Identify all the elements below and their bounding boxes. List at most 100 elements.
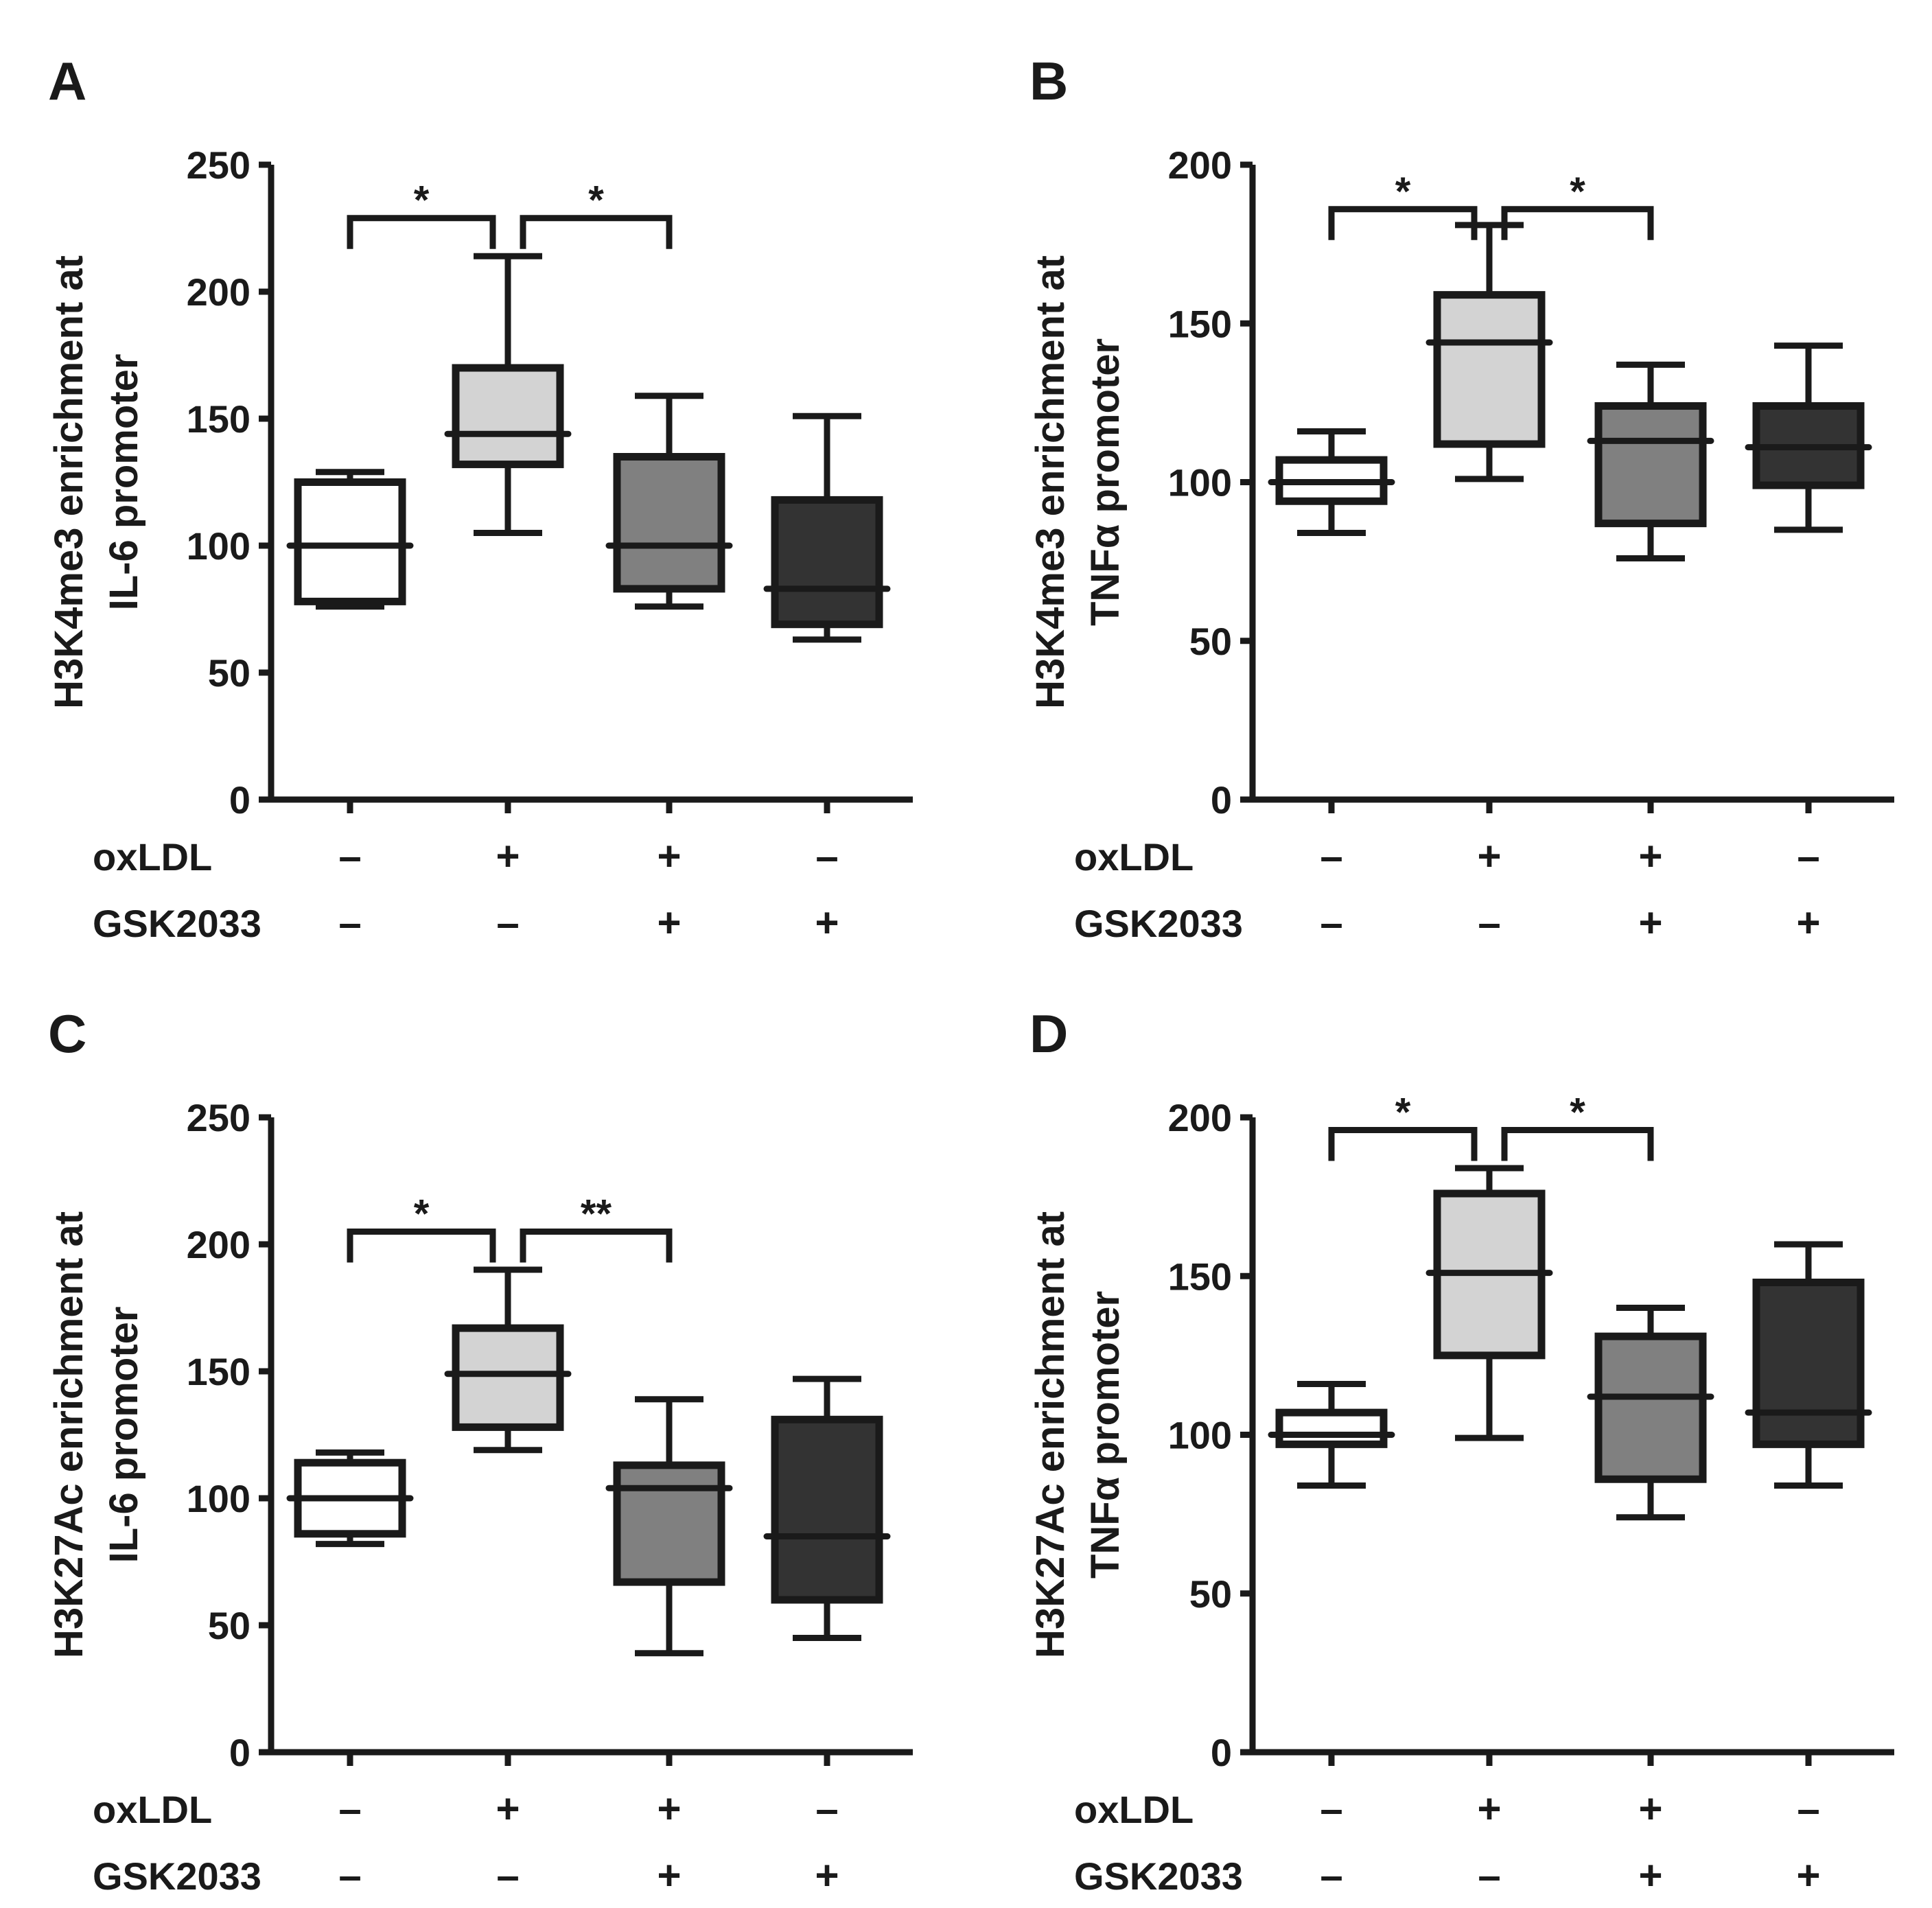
- y-tick-label: 50: [1189, 620, 1232, 663]
- factor-value: –: [815, 833, 838, 879]
- y-tick-label: 50: [208, 1604, 251, 1647]
- significance-label: *: [1395, 170, 1411, 214]
- factor-value: +: [815, 900, 839, 946]
- significance-bracket: [1328, 206, 1478, 240]
- y-tick-label: 100: [187, 1477, 251, 1520]
- y-tick-label: 0: [1211, 1731, 1232, 1774]
- box-iqr: [613, 453, 725, 593]
- y-axis-label-line: TNFα promoter: [1083, 1291, 1128, 1579]
- factor-value: +: [657, 1786, 681, 1832]
- factor-value: +: [1477, 833, 1501, 879]
- factor-value: +: [496, 833, 520, 879]
- significance-label: *: [588, 178, 604, 223]
- significance-label: **: [581, 1192, 612, 1237]
- box-iqr: [771, 496, 883, 629]
- factor-label-gsk2033: GSK2033: [1074, 1854, 1243, 1898]
- y-axis-label-line: H3K27Ac enrichment at: [47, 1211, 91, 1658]
- factor-value: –: [1320, 833, 1342, 879]
- y-axis-label-line: IL-6 promoter: [102, 354, 146, 611]
- factor-value: +: [815, 1852, 839, 1898]
- box-plot-group-2: [1425, 1165, 1553, 1441]
- significance-label: *: [1570, 170, 1585, 214]
- significance-bracket: [520, 1229, 673, 1263]
- y-tick-label: 250: [187, 143, 251, 187]
- factor-value: –: [338, 1786, 361, 1832]
- significance-bracket: [1328, 1127, 1478, 1161]
- factor-label-gsk2033: GSK2033: [1074, 902, 1243, 945]
- factor-value: –: [1320, 1786, 1342, 1832]
- box-plot-group-3: [1587, 361, 1714, 561]
- box-plot-group-4: [763, 1375, 891, 1641]
- factor-value: –: [815, 1786, 838, 1832]
- box-plot-group-4: [1745, 1241, 1872, 1489]
- factor-value: +: [496, 1786, 520, 1832]
- factor-label-gsk2033: GSK2033: [93, 902, 261, 945]
- factor-value: +: [1638, 900, 1662, 946]
- significance-bracket: [347, 1229, 496, 1263]
- box-iqr: [1594, 1332, 1707, 1483]
- factor-label-gsk2033: GSK2033: [93, 1854, 261, 1898]
- y-tick-label: 150: [187, 397, 251, 441]
- factor-value: +: [1477, 1786, 1501, 1832]
- y-tick-label: 150: [1168, 302, 1232, 345]
- significance-bracket: [1501, 206, 1654, 240]
- y-tick-label: 50: [208, 651, 251, 695]
- significance-label: *: [414, 1192, 430, 1237]
- y-tick-label: 200: [1168, 143, 1232, 187]
- factor-value: –: [1797, 1786, 1819, 1832]
- y-tick-label: 200: [1168, 1096, 1232, 1139]
- box-plot-group-1: [286, 469, 414, 610]
- box-plot-group-2: [1425, 222, 1553, 482]
- box-iqr: [1752, 1279, 1865, 1448]
- panel-a: A H3K4me3 enrichment at IL-6 promoter 0 50 10…: [47, 51, 913, 946]
- y-axis-label-line: H3K27Ac enrichment at: [1028, 1211, 1073, 1658]
- box-plot-group-1: [1268, 1381, 1395, 1489]
- y-tick-label: 250: [187, 1096, 251, 1139]
- y-tick-label: 0: [229, 1731, 251, 1774]
- panel-b: B H3K4me3 enrichment at TNFα promoter 0 50 10…: [1028, 51, 1894, 946]
- factor-value: –: [338, 900, 361, 946]
- y-tick-label: 200: [187, 270, 251, 314]
- significance-label: *: [414, 178, 430, 223]
- y-tick-label: 50: [1189, 1572, 1232, 1616]
- box-plot-group-3: [1587, 1305, 1714, 1521]
- box-iqr: [613, 1461, 725, 1586]
- box-plot-group-3: [605, 393, 733, 610]
- y-tick-label: 100: [1168, 461, 1232, 504]
- factor-value: –: [338, 1852, 361, 1898]
- significance-label: *: [1570, 1091, 1585, 1135]
- factor-value: –: [1797, 833, 1819, 879]
- factor-value: +: [1796, 900, 1820, 946]
- box-iqr: [771, 1415, 883, 1604]
- factor-label-oxldl: oxLDL: [93, 1788, 212, 1831]
- y-axis-label-line: H3K4me3 enrichment at: [47, 255, 91, 709]
- factor-value: +: [1638, 1852, 1662, 1898]
- factor-value: –: [1478, 1852, 1500, 1898]
- y-tick-label: 0: [229, 778, 251, 822]
- y-tick-label: 100: [1168, 1414, 1232, 1457]
- factor-value: –: [1320, 900, 1342, 946]
- y-tick-label: 150: [187, 1350, 251, 1393]
- box-plot-group-1: [286, 1449, 414, 1548]
- box-plot-group-1: [1268, 428, 1395, 536]
- significance-bracket: [1501, 1127, 1654, 1161]
- box-plot-group-4: [763, 412, 891, 643]
- y-tick-label: 0: [1211, 778, 1232, 822]
- significance-label: *: [1395, 1091, 1411, 1135]
- box-iqr: [452, 364, 564, 469]
- y-tick-label: 150: [1168, 1255, 1232, 1298]
- panel-c: C H3K27Ac enrichment at IL-6 promoter 0 50 10…: [47, 1003, 913, 1898]
- panel-d: D H3K27Ac enrichment at TNFα promoter 0 50 10…: [1028, 1003, 1894, 1898]
- factor-label-oxldl: oxLDL: [1074, 835, 1194, 879]
- box-plot-group-2: [444, 1266, 572, 1454]
- factor-value: +: [657, 1852, 681, 1898]
- box-iqr: [452, 1324, 564, 1431]
- factor-value: +: [1638, 1786, 1662, 1832]
- y-axis-label-line: H3K4me3 enrichment at: [1028, 255, 1073, 709]
- factor-value: –: [496, 1852, 519, 1898]
- box-plot-group-4: [1745, 342, 1872, 533]
- panel-label: D: [1029, 1003, 1068, 1064]
- box-iqr: [294, 478, 406, 605]
- factor-value: +: [1796, 1852, 1820, 1898]
